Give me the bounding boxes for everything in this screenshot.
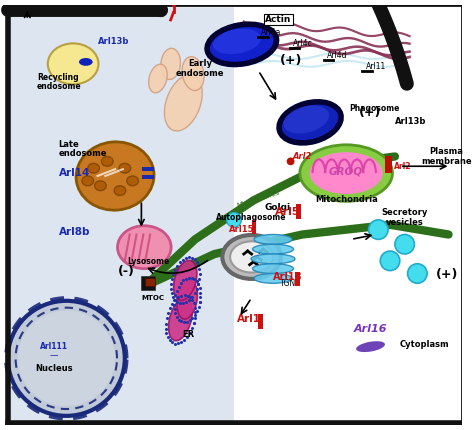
Ellipse shape: [79, 58, 92, 66]
Ellipse shape: [222, 235, 281, 279]
Ellipse shape: [101, 157, 113, 166]
Ellipse shape: [127, 176, 138, 186]
Text: Autophagosome: Autophagosome: [216, 213, 287, 222]
Text: Arl1: Arl1: [237, 314, 261, 324]
Ellipse shape: [253, 264, 293, 273]
Bar: [258, 314, 263, 329]
Text: Arl4c: Arl4c: [292, 39, 312, 48]
Text: Secretory: Secretory: [382, 208, 428, 217]
Ellipse shape: [164, 75, 202, 131]
Text: Lysosome: Lysosome: [127, 257, 169, 266]
Ellipse shape: [380, 251, 400, 270]
Ellipse shape: [169, 298, 192, 341]
Ellipse shape: [251, 254, 295, 264]
Text: TGN: TGN: [280, 279, 296, 288]
Polygon shape: [234, 5, 462, 425]
Ellipse shape: [18, 310, 115, 406]
Ellipse shape: [114, 186, 126, 196]
Ellipse shape: [182, 57, 204, 91]
Ellipse shape: [227, 212, 241, 227]
Ellipse shape: [254, 273, 292, 283]
Text: GROQ: GROQ: [329, 166, 363, 176]
Text: Late: Late: [58, 140, 79, 149]
Bar: [295, 272, 301, 286]
Text: Phagosome: Phagosome: [349, 104, 400, 113]
Text: ER: ER: [182, 330, 194, 339]
Text: membrane: membrane: [421, 157, 472, 166]
FancyBboxPatch shape: [8, 7, 456, 423]
Ellipse shape: [118, 226, 171, 269]
Text: vesicles: vesicles: [386, 218, 424, 227]
Text: Arl13b: Arl13b: [395, 117, 426, 126]
Text: Plasma: Plasma: [429, 147, 464, 156]
Text: —: —: [49, 351, 58, 360]
Bar: [296, 204, 301, 219]
Bar: [141, 276, 155, 290]
Text: Arl11: Arl11: [365, 62, 386, 71]
Ellipse shape: [356, 341, 385, 352]
Bar: [142, 175, 154, 179]
Text: Arl13b: Arl13b: [98, 37, 129, 46]
Ellipse shape: [161, 48, 181, 80]
Text: Arl16: Arl16: [354, 324, 387, 334]
Text: Microtubules: Microtubules: [236, 190, 281, 209]
Bar: [142, 167, 154, 171]
Text: Cytoplasm: Cytoplasm: [400, 340, 449, 349]
Text: Golgi: Golgi: [265, 203, 291, 212]
Ellipse shape: [119, 163, 131, 173]
Text: (+): (+): [436, 268, 458, 281]
Text: Arl2: Arl2: [292, 152, 312, 161]
Ellipse shape: [82, 176, 93, 186]
Ellipse shape: [395, 234, 414, 254]
Ellipse shape: [408, 264, 427, 283]
Ellipse shape: [177, 280, 197, 319]
Ellipse shape: [213, 29, 261, 54]
Ellipse shape: [283, 105, 329, 134]
Ellipse shape: [230, 241, 273, 273]
Text: Arl14: Arl14: [58, 168, 90, 178]
Bar: [385, 156, 392, 173]
Ellipse shape: [254, 234, 292, 244]
Ellipse shape: [287, 157, 294, 165]
Text: Arl5: Arl5: [275, 207, 301, 217]
Text: (+): (+): [359, 105, 382, 119]
Text: Early: Early: [188, 59, 212, 68]
Ellipse shape: [149, 64, 167, 93]
Ellipse shape: [300, 145, 392, 201]
Text: Arl8b: Arl8b: [58, 227, 90, 237]
Ellipse shape: [8, 301, 125, 416]
Ellipse shape: [95, 181, 106, 190]
Text: endosome: endosome: [58, 150, 107, 159]
Text: Arl4d: Arl4d: [327, 51, 347, 60]
Text: Actin: Actin: [265, 15, 292, 24]
Ellipse shape: [88, 163, 100, 173]
Text: (+): (+): [279, 54, 302, 67]
Text: Arl15: Arl15: [229, 224, 255, 233]
Bar: [146, 278, 155, 286]
Text: (-): (-): [118, 265, 135, 279]
Ellipse shape: [76, 142, 154, 210]
Text: Nucleus: Nucleus: [35, 364, 73, 373]
Text: endosome: endosome: [37, 82, 82, 91]
Ellipse shape: [279, 102, 341, 143]
Ellipse shape: [310, 152, 383, 194]
Text: Mitochondria: Mitochondria: [315, 195, 377, 204]
Ellipse shape: [207, 24, 276, 64]
Text: endosome: endosome: [176, 68, 224, 77]
Ellipse shape: [48, 43, 99, 84]
Ellipse shape: [173, 260, 197, 300]
Text: Arl111: Arl111: [40, 341, 68, 350]
Ellipse shape: [253, 244, 293, 254]
Text: MTOC: MTOC: [142, 295, 164, 301]
Text: Arl18: Arl18: [273, 272, 302, 283]
Bar: [252, 220, 256, 233]
Text: Arl2: Arl2: [394, 162, 411, 171]
Text: Recycling: Recycling: [37, 74, 79, 83]
Text: Arl4a: Arl4a: [261, 28, 282, 37]
Ellipse shape: [369, 220, 388, 240]
